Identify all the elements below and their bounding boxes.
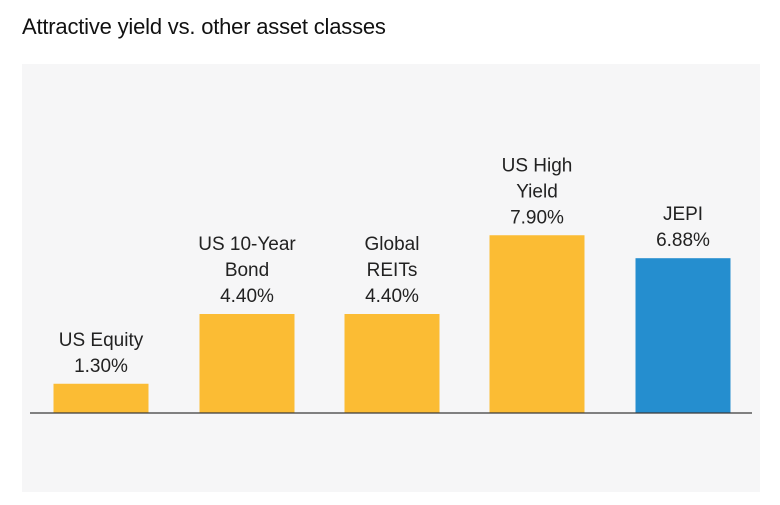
category-label-global-reits: Global	[365, 234, 420, 255]
value-label-us-equity: 1.30%	[74, 356, 128, 377]
category-label-us-high-yield: US High	[502, 155, 573, 176]
bar-global-reits	[344, 314, 440, 413]
category-label-us-10-year-bond: US 10-Year	[198, 234, 296, 255]
category-label-us-equity: US Equity	[59, 330, 144, 351]
value-label-us-high-yield: 7.90%	[510, 207, 564, 228]
category-label-us-10-year-bond: Bond	[225, 260, 269, 281]
bar-jepi	[635, 258, 731, 413]
bar-us-equity	[53, 383, 149, 413]
value-label-jepi: 6.88%	[656, 230, 710, 251]
category-label-global-reits: REITs	[367, 260, 418, 281]
chart-title: Attractive yield vs. other asset classes	[22, 14, 386, 39]
category-label-jepi: JEPI	[663, 204, 703, 225]
bar-us-high-yield	[489, 235, 585, 413]
bar-us-10-year-bond	[199, 314, 295, 413]
labels-group: 1.30% US Equity 4.40% US 10-Year Bond 4.40% Gl…	[59, 155, 710, 377]
bars-group	[53, 235, 731, 413]
category-label-us-high-yield: Yield	[516, 181, 558, 202]
value-label-global-reits: 4.40%	[365, 286, 419, 307]
value-label-us-10-year-bond: 4.40%	[220, 286, 274, 307]
